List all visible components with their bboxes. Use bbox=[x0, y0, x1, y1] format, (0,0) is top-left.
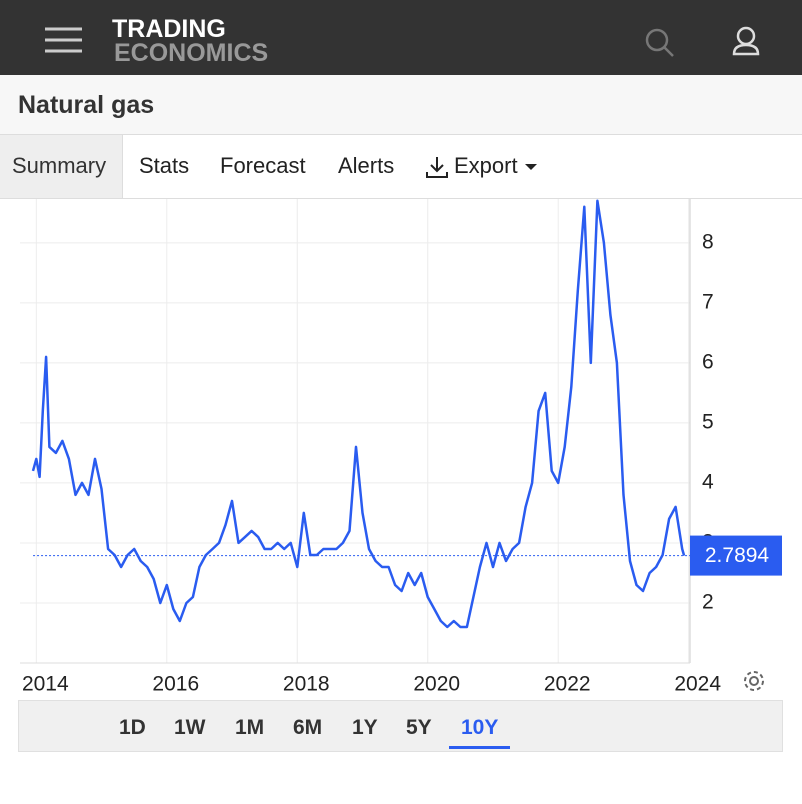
page-title: Natural gas bbox=[18, 91, 155, 119]
range-bar: 1D 1W 1M 6M 1Y 5Y 10Y bbox=[18, 700, 783, 752]
dropdown-caret bbox=[525, 164, 537, 170]
tab[interactable]: Export bbox=[454, 153, 518, 178]
x-tick-label: 2022 bbox=[544, 673, 591, 696]
tab[interactable]: Summary bbox=[0, 135, 124, 198]
last-value-box bbox=[690, 535, 782, 576]
tabs: Summary Stats Forecast Alerts Export bbox=[0, 135, 802, 199]
y-tick-label: 4 bbox=[702, 470, 714, 493]
logo-top[interactable]: TRADING bbox=[112, 15, 226, 43]
x-tick-label: 2020 bbox=[413, 673, 460, 696]
range-button[interactable]: 1W bbox=[174, 716, 206, 739]
header: TRADING ECONOMICS bbox=[0, 0, 802, 75]
y-tick-label: 7 bbox=[702, 290, 714, 313]
menu-icon[interactable] bbox=[45, 27, 82, 53]
range-button[interactable]: 5Y bbox=[406, 716, 432, 739]
range-button[interactable]: 6M bbox=[293, 716, 323, 739]
logo-bottom[interactable]: ECONOMICS bbox=[114, 39, 269, 67]
range-button[interactable]: 1Y bbox=[352, 716, 378, 739]
y-tick-label: 8 bbox=[702, 230, 714, 253]
download-icon bbox=[426, 157, 448, 178]
range-button[interactable]: 10Y bbox=[449, 716, 511, 749]
search-icon[interactable] bbox=[645, 28, 674, 57]
range-button[interactable]: 1M bbox=[235, 716, 265, 739]
chart: 20142016201820202022202423456782.7894 bbox=[20, 199, 782, 696]
settings-icon[interactable] bbox=[744, 671, 764, 691]
y-tick-label: 5 bbox=[702, 410, 714, 433]
price-line bbox=[31, 199, 686, 629]
tab[interactable]: Forecast bbox=[220, 153, 306, 178]
x-tick-label: 2018 bbox=[283, 673, 330, 696]
header-icons bbox=[45, 26, 760, 57]
user-icon[interactable] bbox=[732, 26, 760, 56]
last-value-label: 2.7894 bbox=[705, 544, 770, 567]
title-bar: Natural gas bbox=[0, 75, 802, 135]
x-tick-label: 2016 bbox=[152, 673, 199, 696]
y-tick-label: 2 bbox=[702, 591, 714, 614]
range-button[interactable]: 1D bbox=[119, 716, 146, 739]
x-tick-label: 2024 bbox=[674, 673, 721, 696]
x-tick-label: 2014 bbox=[22, 673, 69, 696]
tab[interactable]: Alerts bbox=[338, 153, 395, 178]
tab[interactable]: Stats bbox=[139, 153, 190, 178]
y-tick-label: 6 bbox=[702, 350, 714, 373]
